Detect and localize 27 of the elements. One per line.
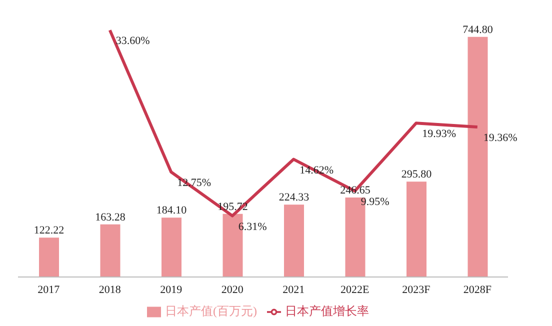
data-label: 19.36% <box>483 132 518 144</box>
data-label: 9.95% <box>360 196 390 208</box>
data-label: 19.93% <box>422 128 456 140</box>
legend-label: 日本产值增长率 <box>285 304 369 318</box>
bar <box>39 238 59 277</box>
data-label: 33.60% <box>116 35 150 48</box>
bar <box>284 204 304 277</box>
legend-label: 日本产值(百万元) <box>165 304 257 318</box>
x-tick-label: 2017 <box>38 284 60 296</box>
data-label: 163.28 <box>95 211 126 224</box>
x-tick-label: 2018 <box>98 284 122 296</box>
data-label: 224.33 <box>278 192 310 204</box>
bar <box>162 218 182 277</box>
x-tick-label: 2022E <box>340 284 370 296</box>
bar <box>406 182 426 277</box>
bar <box>100 224 120 277</box>
data-label: 744.80 <box>462 24 494 36</box>
x-tick-label: 2019 <box>160 284 183 296</box>
x-tick-label: 2028F <box>463 284 492 296</box>
data-label: 6.31% <box>238 220 267 233</box>
data-label: 295.80 <box>401 168 432 181</box>
data-label: 122.22 <box>34 224 64 237</box>
x-tick-label: 2021 <box>282 284 305 296</box>
x-tick-label: 2023F <box>402 284 430 296</box>
data-label: 184.10 <box>156 204 188 217</box>
data-label: 246.65 <box>340 184 371 196</box>
x-tick-label: 2020 <box>221 284 244 296</box>
